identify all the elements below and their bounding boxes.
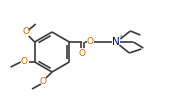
Text: O: O [87, 37, 94, 47]
Text: O: O [22, 28, 29, 37]
Text: +: + [119, 35, 124, 39]
Text: N: N [112, 37, 120, 47]
Text: O: O [40, 77, 47, 87]
Text: O: O [79, 49, 86, 58]
Text: O: O [20, 58, 27, 66]
